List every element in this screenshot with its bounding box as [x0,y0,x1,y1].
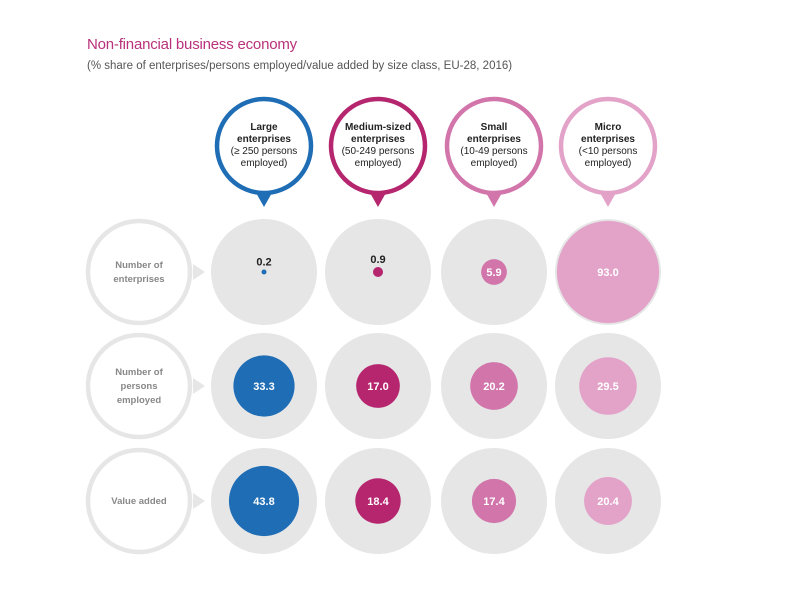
row-pointer [193,378,205,394]
value-label: 17.4 [483,496,505,508]
row-label: Value added [111,496,167,507]
value-label: 29.5 [597,381,618,393]
value-label: 0.2 [256,257,271,269]
column-subtitle: employed) [471,158,518,169]
row-label-circle [85,447,193,555]
value-bubble [372,266,384,278]
header-bubble [214,96,314,196]
chart-subtitle: (% share of enterprises/persons employed… [87,60,513,72]
value-bubble [584,477,632,525]
value-label: 20.4 [597,496,619,508]
column-subtitle: employed) [241,158,288,169]
column-title: Small [481,122,508,133]
value-label: 17.0 [367,381,388,393]
value-bubble [579,357,637,415]
value-bubble [233,355,295,417]
header-bubble [328,96,428,196]
column-subtitle: employed) [355,158,402,169]
value-label: 0.9 [370,254,385,266]
row-label: employed [117,395,162,406]
value-bubble [228,465,300,537]
column-title: enterprises [237,134,291,145]
column-subtitle: (10-49 persons [460,146,527,157]
value-bubble [355,478,401,524]
row-label-circle [85,332,193,440]
row-label: Number of [115,260,163,271]
value-label: 93.0 [597,267,618,279]
column-subtitle: employed) [585,158,632,169]
value-label: 5.9 [486,267,501,279]
row-pointer [193,264,205,280]
column-title: enterprises [351,134,405,145]
column-subtitle: (50-249 persons [342,146,415,157]
value-bubble [471,478,517,524]
value-bubble [261,269,267,275]
row-label: persons [121,381,158,392]
chart-title: Non-financial business economy [87,36,297,53]
value-bubble [356,364,400,408]
column-title: enterprises [467,134,521,145]
column-title: Large [250,122,278,133]
row-label: Number of [115,367,163,378]
value-bubble [556,220,660,324]
value-label: 20.2 [483,381,504,393]
header-bubble [558,96,658,196]
column-title: Micro [595,122,622,133]
column-subtitle: (≥ 250 persons [231,146,298,157]
column-title: Medium-sized [345,122,411,133]
value-label: 43.8 [253,496,274,508]
value-label: 18.4 [367,496,389,508]
value-bubble [481,259,507,285]
value-label: 33.3 [253,381,274,393]
column-subtitle: (<10 persons [579,146,638,157]
row-label-circle [85,218,193,326]
row-label: enterprises [113,274,164,285]
value-bubble [470,362,518,410]
header-bubble [444,96,544,196]
column-title: enterprises [581,134,635,145]
row-pointer [193,493,205,509]
